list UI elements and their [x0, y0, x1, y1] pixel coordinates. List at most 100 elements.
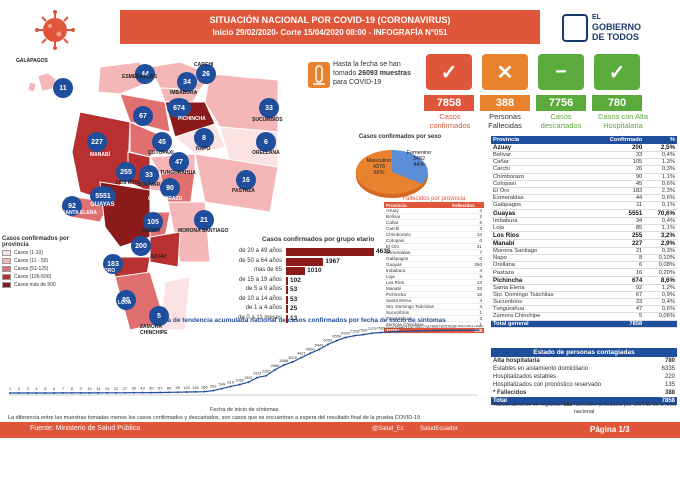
province-row: Imbabura 34 0,4%	[491, 217, 677, 225]
legend-item: Casos (126-500)	[2, 274, 84, 280]
map-bubble-galapagos: 11	[53, 78, 73, 98]
map-bubble-canar: 105	[143, 212, 163, 232]
map-bubble-napo: 8	[194, 128, 214, 148]
samples-count: 26093	[358, 70, 378, 77]
samples-text-mid: muestras	[377, 70, 411, 77]
death-province: Cañar	[384, 219, 451, 226]
trend-point	[432, 329, 435, 332]
death-province: Tungurahua	[384, 315, 451, 322]
trend-data-label: 6059	[323, 338, 333, 343]
province-name: Santa Elena	[491, 284, 589, 292]
death-province: Bolívar	[384, 213, 451, 220]
death-province: Los Ríos	[384, 279, 451, 286]
age-bar-value: 102	[290, 276, 301, 284]
deaths-label: Personas Fallecidas	[488, 112, 522, 130]
province-name: Guayas	[491, 209, 589, 218]
trend-data-label: 7808	[429, 325, 439, 329]
male-pct: 56%	[373, 170, 385, 176]
trend-data-label: 7851	[465, 325, 475, 328]
trend-data-label: 7300	[359, 328, 369, 333]
death-province: Chimborazo	[384, 231, 451, 238]
death-count: 2	[450, 213, 484, 220]
death-province: Imbabura	[384, 267, 451, 274]
trend-data-label: 9	[80, 386, 83, 391]
trend-data-label: 3	[27, 386, 30, 391]
twitter-link[interactable]: @Salud_Ec	[372, 426, 404, 432]
trend-data-label: 7684	[394, 325, 404, 330]
facebook-link[interactable]: SaludEcuador	[420, 426, 458, 432]
death-table-row: El Oro 31	[384, 243, 484, 250]
status-value: 6335	[661, 366, 675, 372]
discharged-label: Casos con Alta Hospitalaria	[597, 112, 649, 130]
map-bubble-azuay: 200	[131, 236, 151, 256]
trend-point	[273, 368, 276, 371]
total-value: 7858	[652, 397, 677, 405]
death-table-row: Sto. Domingo Tsáchilas 4	[384, 303, 484, 310]
total-label: Total	[491, 397, 653, 405]
province-row: Guayas 5551 70,6%	[491, 209, 677, 218]
pie-slice-female	[392, 150, 428, 184]
province-pct: 0,9%	[644, 291, 677, 300]
footnote: La diferencia entre las muestras tomadas…	[8, 415, 421, 421]
status-label: Estables en aislamiento domiciliario	[493, 366, 589, 372]
trend-point	[477, 329, 479, 332]
province-confirmed: 85	[588, 224, 645, 232]
age-bar	[286, 257, 324, 266]
samples-text-post: para COVID-19	[333, 79, 382, 86]
map-label-orellana: ORELLANA	[252, 150, 280, 156]
trend-point	[353, 334, 356, 337]
province-pct: 0,08%	[644, 261, 677, 270]
province-name: Manabí	[491, 239, 589, 248]
province-row: Napo 8 0,10%	[491, 254, 677, 263]
age-group-label: de 50 a 64 años	[238, 257, 282, 264]
age-bar-value: 13	[290, 314, 298, 322]
gov-logo-line1: EL	[592, 14, 601, 21]
trend-chart: 1 2 3 4 5 6 7 8 9 10 14 19 22 27 38 43 50 57 80 95 120 138 166…	[0, 323, 488, 415]
status-table-title: Estado de personas contagiadas	[491, 348, 677, 357]
col-header: Provincia	[491, 136, 589, 144]
map-label-carchi: CARCHI	[194, 62, 214, 68]
page-number: Página 1/3	[590, 425, 630, 434]
map-label-el-oro: EL ORO	[96, 268, 116, 274]
province-row: Pastaza 16 0,20%	[491, 268, 677, 277]
province-pct: 3,2%	[644, 231, 677, 240]
death-province: Guayas	[384, 261, 451, 268]
province-pct: 1,2%	[644, 284, 677, 292]
trend-point	[335, 339, 338, 342]
province-pct: 0,6%	[644, 180, 677, 188]
trend-data-label: 1	[9, 386, 12, 391]
trend-point	[26, 391, 29, 394]
death-count: 0	[450, 255, 484, 262]
province-name: Pastaza	[491, 268, 589, 277]
legend-title: Casos confirmados por provincia	[2, 236, 70, 248]
page-title: SITUACIÓN NACIONAL POR COVID-19 (CORONAV…	[209, 15, 451, 25]
map-bubble-el-oro: 183	[103, 254, 123, 274]
province-pct: 1,1%	[644, 173, 677, 181]
status-row: Estables en aislamiento domiciliario 6335	[491, 365, 677, 373]
status-label: Alta hospitalaria	[493, 358, 540, 364]
status-value: 135	[664, 382, 675, 388]
map-bubble-guayas: 5551	[90, 186, 116, 206]
male-stats: Masculino 4376 56%	[364, 158, 394, 176]
trend-point	[79, 391, 82, 394]
status-value: 780	[664, 358, 675, 364]
trend-data-label: 7838	[447, 325, 457, 328]
province-confirmed: 6	[588, 261, 645, 270]
status-table: Estado de personas contagiadas Alta hosp…	[491, 348, 677, 405]
province-confirmed: 33	[588, 151, 645, 160]
death-count: 3	[450, 315, 484, 322]
map-label-canar: CAÑAR	[142, 228, 161, 234]
legend-item: Casos (51-125)	[2, 266, 84, 272]
province-pct: 0,3%	[644, 165, 677, 174]
death-table-row: Tungurahua 3	[384, 315, 484, 322]
trend-point	[441, 329, 444, 332]
province-name: Imbabura	[491, 217, 589, 225]
trend-point	[256, 376, 259, 379]
death-count: 0	[450, 237, 484, 244]
trend-data-label: 27	[123, 386, 128, 391]
sex-chart-title: Casos confirmados por sexo	[358, 134, 442, 140]
trend-data-label: 6	[53, 386, 56, 391]
minus-icon: −	[538, 54, 584, 90]
footer: Fuente: Ministerio de Salud Pública @Sal…	[0, 422, 680, 438]
trend-data-label: 7159	[350, 329, 360, 334]
